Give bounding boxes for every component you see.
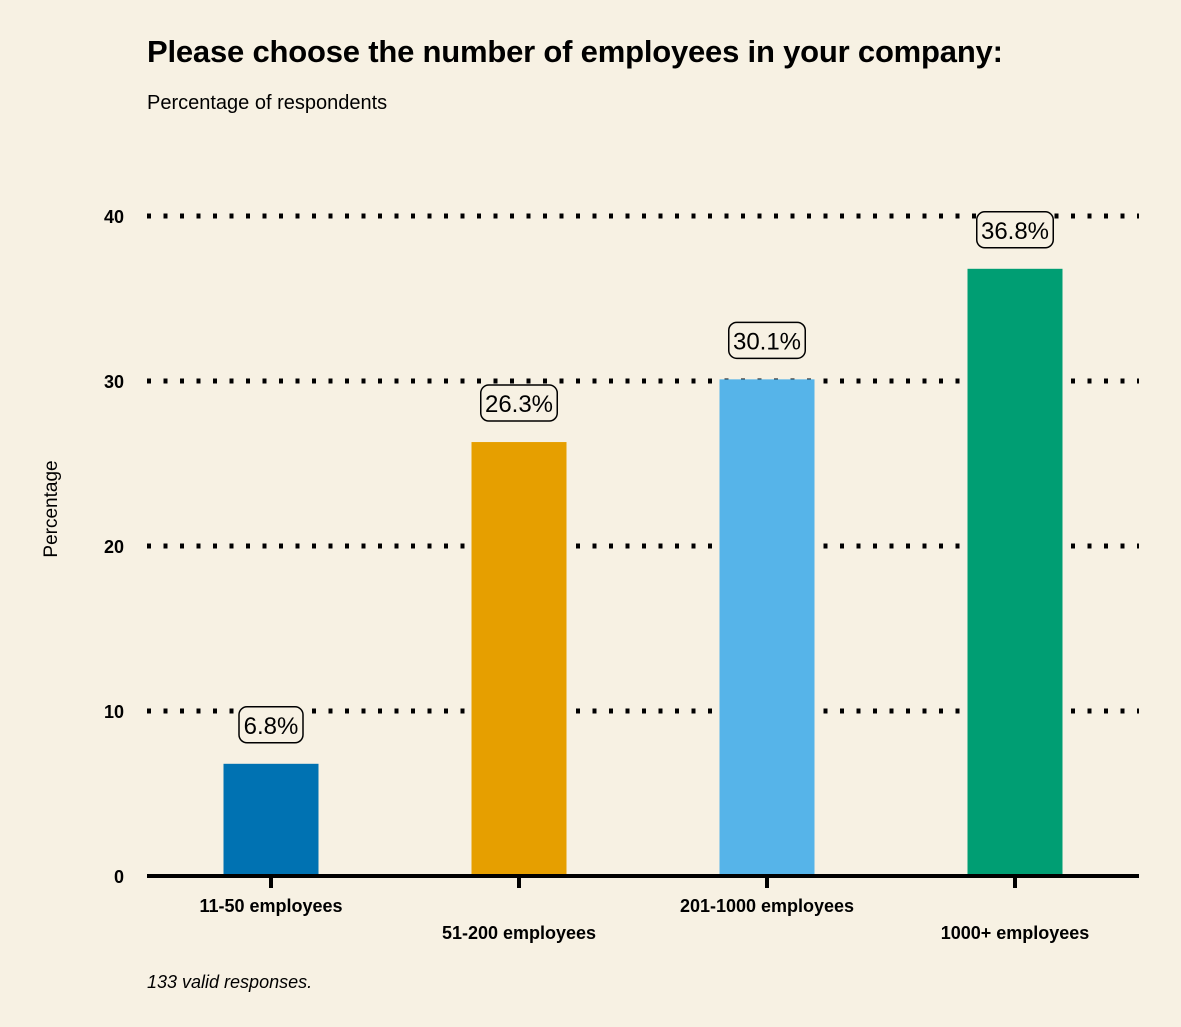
data-label-box	[238, 706, 304, 744]
bar	[471, 442, 567, 876]
y-tick-label: 10	[104, 702, 124, 722]
y-axis-ticks: 0 10 20 30 40	[104, 207, 124, 887]
x-tick-label: 51-200 employees	[442, 923, 596, 943]
data-label: 6.8%	[244, 713, 299, 740]
x-axis	[147, 874, 1139, 888]
y-tick-label: 40	[104, 207, 124, 227]
data-label: 30.1%	[733, 328, 801, 355]
bar	[967, 268, 1063, 876]
chart-subtitle: Percentage of respondents	[147, 92, 388, 114]
footnote: 133 valid responses.	[147, 972, 313, 992]
y-axis-label: Percentage	[41, 460, 62, 557]
bar	[223, 763, 319, 876]
bars	[223, 268, 1063, 876]
x-tick-label: 201-1000 employees	[680, 896, 854, 916]
y-tick-label: 0	[114, 867, 124, 887]
data-labels: 6.8% 26.3% 30.1% 36.8%	[238, 211, 1054, 744]
data-label-box	[728, 321, 806, 360]
chart-title: Please choose the number of employees in…	[147, 34, 1003, 69]
y-tick-label: 20	[104, 537, 124, 557]
y-tick-label: 30	[104, 372, 124, 392]
data-label: 36.8%	[981, 218, 1049, 245]
x-tick-label: 1000+ employees	[941, 923, 1090, 943]
data-label-box	[480, 384, 558, 422]
x-axis-tick-labels: 11-50 employees 51-200 employees 201-1000 …	[199, 896, 1089, 943]
x-tick-label: 11-50 employees	[199, 896, 342, 916]
data-label-box	[976, 211, 1054, 249]
bar	[719, 379, 815, 876]
data-label: 26.3%	[485, 391, 553, 418]
